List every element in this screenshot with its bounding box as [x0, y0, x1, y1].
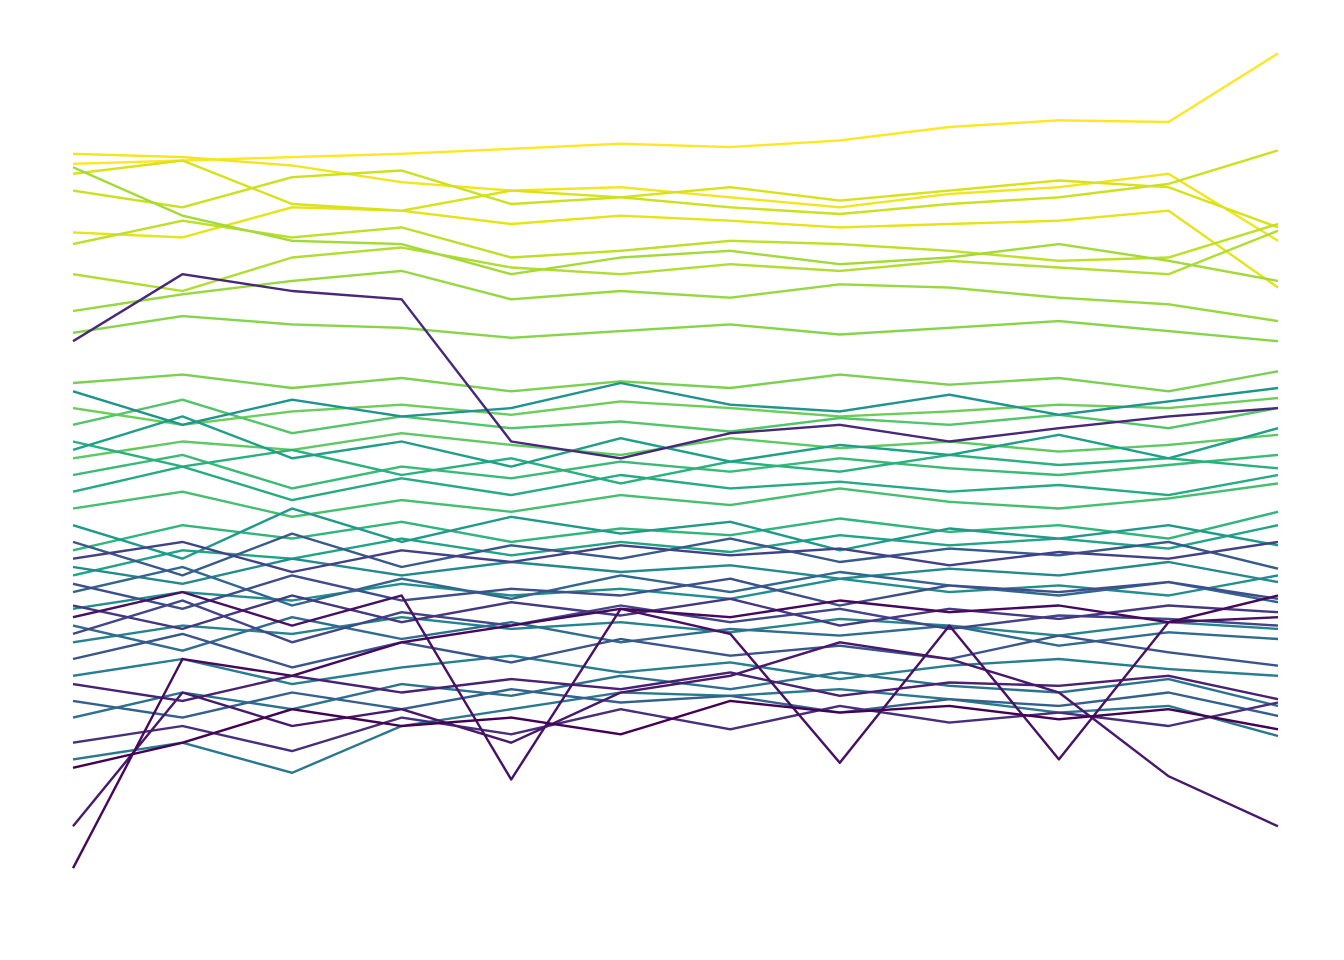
series-line-40 — [72, 273, 1279, 460]
series-line-28 — [72, 688, 1279, 774]
series-line-5 — [72, 149, 1279, 216]
series-line-6 — [72, 219, 1279, 262]
series-line-45 — [72, 699, 1279, 769]
series-line-30 — [72, 616, 1279, 652]
series-line-10 — [72, 314, 1279, 343]
series-line-34 — [72, 632, 1279, 669]
series-line-21 — [72, 415, 1279, 468]
series-line-43 — [72, 590, 1279, 781]
series-line-4 — [72, 159, 1279, 229]
series-line-2 — [72, 152, 1279, 242]
series-line-7 — [72, 229, 1279, 293]
series-line-12 — [72, 396, 1279, 426]
series-line-32 — [72, 688, 1279, 719]
series-line-25 — [72, 557, 1279, 585]
series-line-20 — [72, 524, 1279, 577]
series-line-23 — [72, 381, 1279, 426]
series-line-39 — [72, 701, 1279, 753]
series-line-26 — [72, 616, 1279, 644]
series-line-18 — [72, 440, 1279, 485]
series-line-8 — [72, 166, 1279, 283]
series-layer — [71, 52, 1279, 869]
series-line-35 — [72, 574, 1279, 610]
series-line-22 — [72, 507, 1279, 560]
series-line-16 — [72, 453, 1279, 490]
series-line-42 — [72, 641, 1279, 828]
series-line-29 — [72, 671, 1279, 719]
series-line-11 — [72, 370, 1279, 393]
series-line-38 — [72, 594, 1279, 631]
series-line-15 — [72, 482, 1279, 518]
series-line-1 — [72, 52, 1279, 165]
series-line-31 — [72, 565, 1279, 607]
series-line-19 — [72, 465, 1279, 502]
series-line-41 — [72, 671, 1279, 703]
series-line-37 — [72, 540, 1279, 574]
series-line-17 — [72, 510, 1279, 552]
series-line-44 — [71, 594, 1279, 869]
series-line-9 — [72, 269, 1279, 323]
series-line-14 — [72, 398, 1279, 435]
series-line-3 — [72, 206, 1279, 289]
